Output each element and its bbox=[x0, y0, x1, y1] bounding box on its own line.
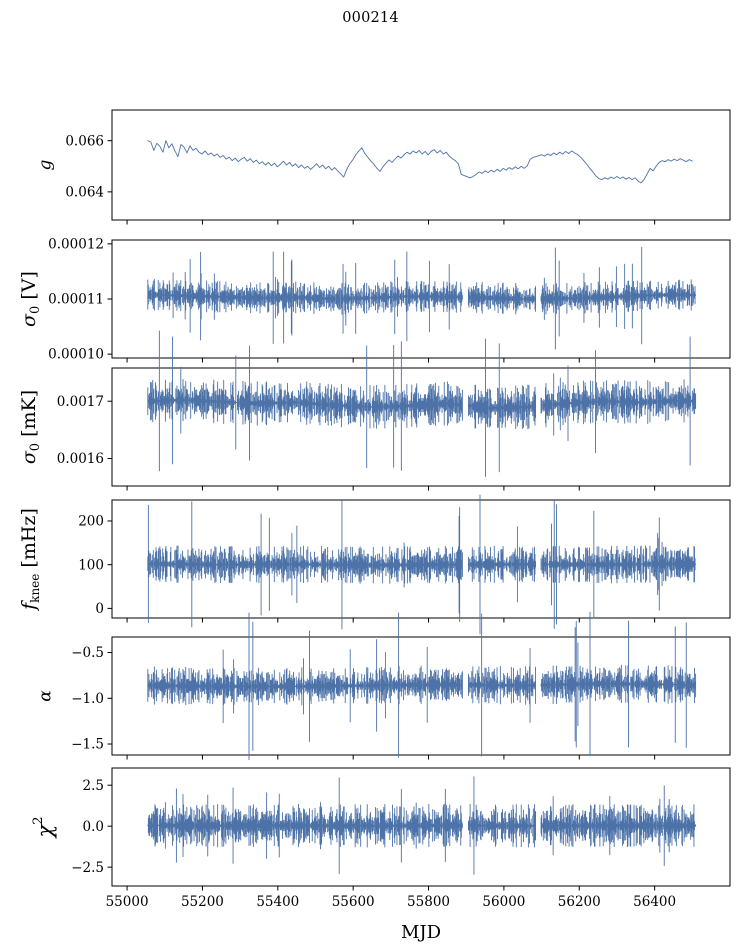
y-tick-label: 0.0016 bbox=[57, 451, 104, 467]
svg-text:σ0 [V]: σ0 [V] bbox=[18, 271, 43, 327]
y-tick-label: −0.5 bbox=[71, 645, 104, 661]
data-trace bbox=[147, 251, 463, 344]
svg-text:σ0 [mK]: σ0 [mK] bbox=[18, 390, 43, 464]
data-line bbox=[147, 140, 693, 184]
panel-alpha: −1.5 −1.0 −0.5 α bbox=[36, 611, 731, 761]
data-trace bbox=[468, 613, 536, 757]
y-tick-label: −2.5 bbox=[71, 860, 104, 876]
x-tick-label: 55200 bbox=[181, 894, 224, 910]
data-trace bbox=[468, 281, 536, 315]
y-tick-label: −1.5 bbox=[71, 737, 104, 753]
y-tick-label: 0.0 bbox=[83, 819, 104, 835]
data-trace bbox=[147, 777, 463, 874]
y-tick-label: 0.00010 bbox=[48, 347, 104, 363]
panel-sigma0_volt: 0.00010 0.00011 0.00012 σ0 [V] bbox=[18, 236, 731, 363]
y-tick-label: 100 bbox=[78, 557, 104, 573]
svg-text:χ2: χ2 bbox=[31, 816, 57, 839]
x-tick-label: 56000 bbox=[482, 894, 525, 910]
panel-frame bbox=[111, 499, 731, 619]
y-tick-label: 0 bbox=[95, 601, 104, 617]
data-trace bbox=[147, 330, 463, 472]
data-trace bbox=[540, 499, 697, 629]
y-tick-label: −1.0 bbox=[71, 691, 104, 707]
y-tick-label: 200 bbox=[78, 514, 104, 530]
x-tick-label: 56400 bbox=[633, 894, 676, 910]
panel-chi_squared: −2.5 0.0 2.5 55000 55200 55400 55600 55800 56000… bbox=[31, 767, 731, 910]
y-tick-label: 0.00011 bbox=[48, 292, 104, 308]
x-tick-label: 55800 bbox=[407, 894, 450, 910]
panel-frame bbox=[111, 367, 731, 487]
y-tick-label: 0.0017 bbox=[57, 394, 104, 410]
y-tick-label: 2.5 bbox=[83, 778, 104, 794]
data-trace bbox=[147, 612, 463, 761]
y-tick-label: 0.066 bbox=[65, 133, 104, 149]
x-tick-label: 55000 bbox=[106, 894, 149, 910]
x-tick-label: 56200 bbox=[558, 894, 601, 910]
x-axis-label: MJD bbox=[401, 922, 441, 943]
data-trace bbox=[147, 500, 463, 630]
data-trace bbox=[468, 338, 536, 477]
y-tick-label: 0.00012 bbox=[48, 236, 104, 252]
panel-frame bbox=[111, 109, 731, 221]
svg-text:α: α bbox=[36, 690, 56, 702]
svg-text:g: g bbox=[36, 159, 56, 170]
panel-gain: 0.064 0.066 g bbox=[36, 109, 731, 225]
panel-sigma0_mK: 0.0016 0.0017 σ0 [mK] bbox=[18, 330, 731, 491]
panel-f_knee: 0 100 200 fknee [mHz] bbox=[18, 494, 731, 635]
data-trace bbox=[540, 611, 697, 757]
data-trace bbox=[540, 246, 697, 350]
x-tick-label: 55600 bbox=[332, 894, 375, 910]
svg-text:fknee [mHz]: fknee [mHz] bbox=[18, 508, 42, 612]
panel-frame bbox=[111, 636, 731, 756]
data-trace bbox=[540, 785, 697, 866]
x-tick-label: 55400 bbox=[256, 894, 299, 910]
data-trace bbox=[468, 776, 536, 875]
data-trace bbox=[540, 336, 697, 466]
figure-title: 000214 bbox=[342, 10, 399, 26]
panel-frame bbox=[111, 767, 731, 887]
y-tick-label: 0.064 bbox=[65, 184, 104, 200]
data-trace bbox=[468, 494, 536, 635]
